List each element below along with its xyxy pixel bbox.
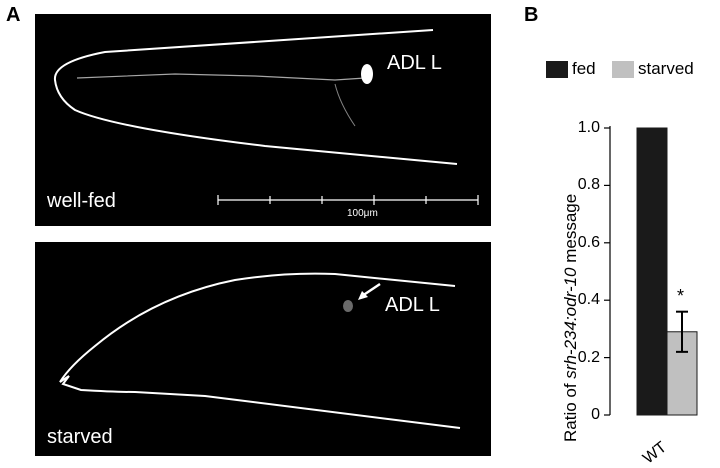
y-tick-label-0: 0 (591, 406, 600, 423)
legend-swatch-starved (612, 61, 634, 78)
condition-label-top: well-fed (47, 190, 116, 212)
worm-outline-starved (59, 272, 461, 429)
scale-bar-label: 100μm (347, 208, 378, 219)
y-axis-label: Ratio of srh-234:odr-10 message (561, 194, 581, 442)
y-tick-label-4: 0.8 (577, 176, 600, 194)
micrograph-starved: ADL L starved (35, 242, 491, 456)
y-tick-label-5: 1.0 (577, 119, 600, 136)
bar-starved (666, 331, 698, 416)
y-tick-label-2: 0.4 (577, 291, 600, 309)
bar-fed (636, 127, 668, 416)
legend-label-fed: fed (572, 59, 596, 78)
y-tick-label-3: 0.6 (577, 233, 600, 251)
scale-bar (217, 195, 479, 205)
condition-label-bottom: starved (47, 426, 113, 448)
legend-swatch-fed (546, 61, 568, 78)
significance-asterisk: * (677, 286, 685, 306)
micrograph-well-fed: ADL L well-fed 100μm (35, 14, 491, 226)
neuron-label-top: ADL L (387, 52, 442, 74)
y-axis-label-suffix: message (561, 193, 580, 268)
neuron-label-bottom: ADL L (385, 294, 440, 316)
y-tick-label-1: 0.2 (577, 348, 600, 366)
legend-label-starved: starved (638, 59, 694, 78)
panel-b-letter: B (524, 4, 539, 26)
panel-a-letter: A (6, 4, 21, 26)
worm-outline-well-fed (53, 29, 479, 205)
